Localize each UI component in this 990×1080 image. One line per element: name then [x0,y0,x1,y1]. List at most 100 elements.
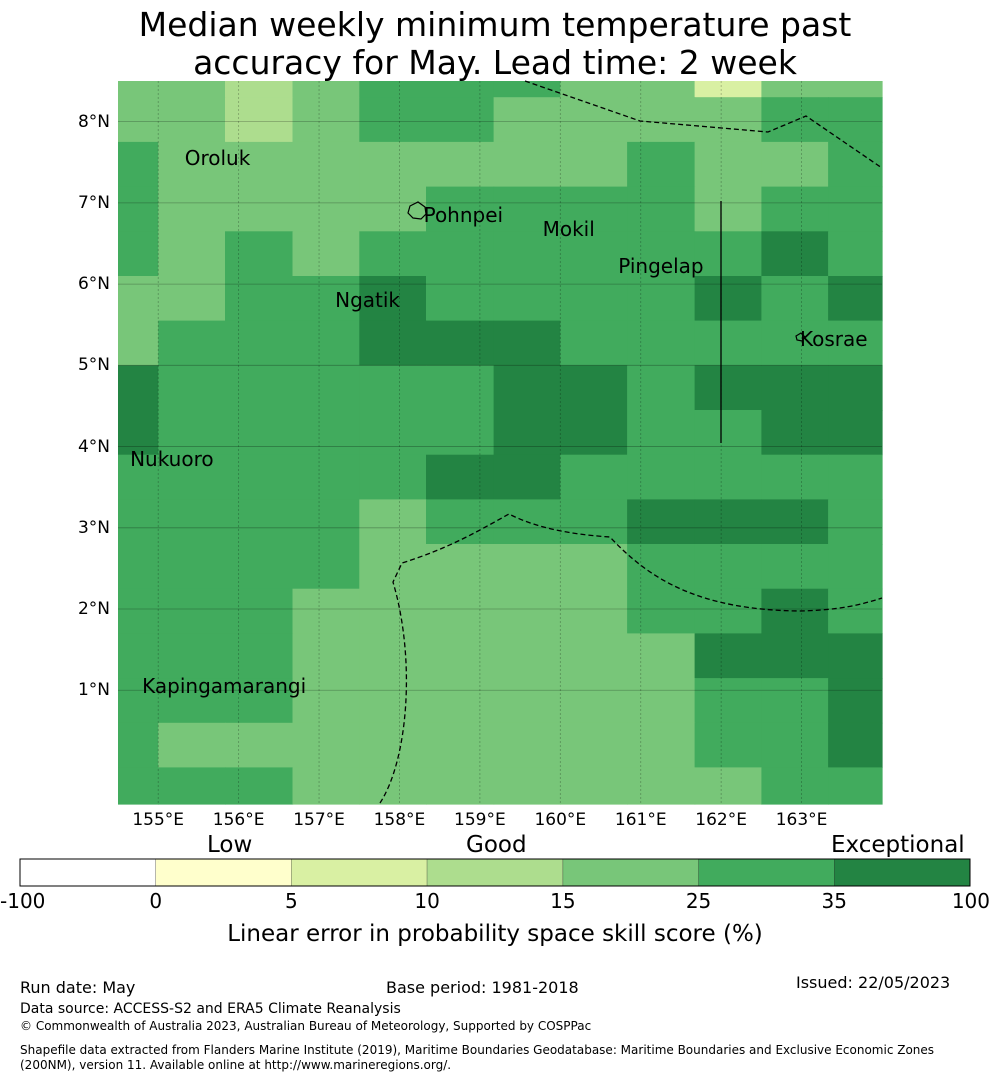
eez-boundary-north [524,80,883,169]
grid-cell [627,678,696,724]
grid-cell [627,544,696,590]
lon-tick-label: 161°E [614,810,667,830]
grid-cell [359,186,427,232]
grid-cell [828,141,883,188]
footer-run-date: Run date: May [20,978,136,997]
grid-cell [493,365,561,411]
grid-cell [627,276,696,322]
grid-cell [158,365,226,411]
eez-boundaries [379,80,883,804]
colorbar-title: Linear error in probability space skill … [227,921,763,947]
grid-cell [694,276,762,322]
grid-cell [225,588,294,634]
grid-cell [118,320,159,366]
grid-cell [493,276,561,322]
grid-cell [493,186,561,232]
grid-cell [627,454,696,500]
grid-cell [761,410,829,456]
colorbar-tick-label: 35 [821,889,847,913]
map-title: Median weekly minimum temperature past a… [0,6,990,82]
grid-cell [627,767,696,805]
grid-cell [627,231,696,277]
grid-cell [493,767,561,805]
grid-cell [493,410,561,456]
grid-cell [225,141,294,188]
grid-cell [118,81,159,98]
grid-cell [118,365,159,411]
grid-cell [828,365,883,411]
footer-issued: Issued: 22/05/2023 [796,973,951,992]
footer-shapefile-line-2: (200NM), version 11. Available online at… [20,1058,452,1072]
grid-cell [560,97,628,143]
legend-category-exceptional: Exceptional [831,832,965,858]
grid-cell [761,320,829,366]
grid-cell [493,722,561,769]
grid-cell [225,722,294,769]
grid-cell [225,633,294,679]
grid-cell [359,454,427,500]
grid-cell [493,320,561,366]
grid-cell [694,454,762,500]
grid-cell [627,141,696,188]
grid-cell [694,410,762,456]
grid-cell [828,588,883,634]
grid-cell [426,320,495,366]
place-label: Pohnpei [423,203,504,228]
grid-cell [426,81,495,98]
grid-cell [158,454,226,500]
grid-cell [359,320,427,366]
colorbar-frame [19,858,971,887]
grid-cell [158,97,226,143]
grid-cell [560,410,628,456]
colorbar-tick-label: 0 [149,889,163,913]
grid-cell [761,678,829,724]
place-label: Mokil [542,216,595,241]
grid-cell [560,186,628,232]
grid-cell [225,276,294,322]
grid-cell [158,678,226,724]
skill-grid-cells [118,81,883,805]
grid-cell [292,276,360,322]
grid-cell [694,81,762,98]
grid-cell [828,410,883,456]
grid-cell [627,320,696,366]
grid-cell [761,141,829,188]
grid-cell [118,231,159,277]
colorbar-segment [426,858,564,887]
grid-cell [627,365,696,411]
grid-cell [694,544,762,590]
grid-cell [225,320,294,366]
grid-cell [828,767,883,805]
grid-cell [560,365,628,411]
grid-cell [426,231,495,277]
grid-cell [118,454,159,500]
colorbar-segment [562,858,699,887]
grid-cell [694,365,762,411]
grid-cell [158,186,226,232]
grid-cell [292,722,360,769]
kosrae-island-outline [795,332,806,342]
colorbar-tick-label: -100 [0,889,46,913]
grid-cell [627,81,696,98]
grid-cell [493,141,561,188]
colorbar-segment [833,858,971,887]
legend-category-low: Low [207,832,253,858]
grid-cell [292,81,360,98]
lat-tick-label: 2°N [77,599,110,620]
grid-cell [292,678,360,724]
grid-cell [761,633,829,679]
grid-cell [359,410,427,456]
grid-cell [761,81,829,98]
footer-shapefile-line-1: Shapefile data extracted from Flanders M… [20,1043,935,1057]
lon-tick-label: 156°E [212,810,265,830]
grid-cell [359,276,427,322]
grid-cell [627,410,696,456]
grid-cell [761,276,829,322]
grid-cell [828,678,883,724]
lat-tick-label: 6°N [77,274,110,295]
grid-cell [560,499,628,545]
grid-cell [118,499,159,545]
grid-cell [828,633,883,679]
grid-cell [158,499,226,545]
footer-base-period: Base period: 1981-2018 [386,978,579,997]
